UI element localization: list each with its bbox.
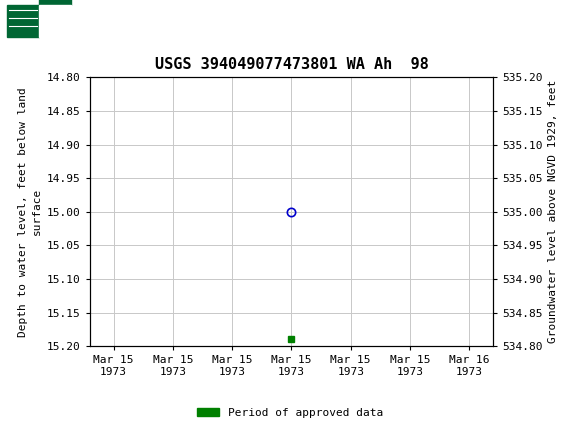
Bar (7, 0, 39, 5)
Y-axis label: Groundwater level above NGVD 1929, feet: Groundwater level above NGVD 1929, feet (548, 80, 558, 344)
Y-axis label: Depth to water level, feet below land
surface: Depth to water level, feet below land su… (19, 87, 42, 337)
Bar (39, 0, 71, 5)
Bar (7, 5, 39, 37)
Bar (39, 5, 71, 37)
Legend: Period of approved data: Period of approved data (193, 403, 387, 422)
Title: USGS 394049077473801 WA Ah  98: USGS 394049077473801 WA Ah 98 (155, 57, 428, 72)
Text: USGS: USGS (77, 11, 132, 29)
